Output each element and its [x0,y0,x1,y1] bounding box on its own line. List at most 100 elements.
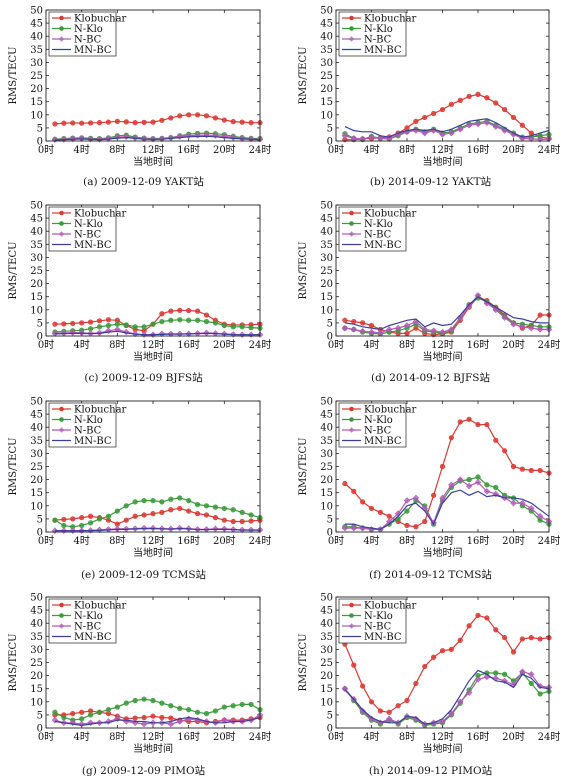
data-point-klobuchar [87,513,94,519]
y-tick-label: 15 [320,97,333,108]
y-tick-label: 10 [320,305,333,316]
data-point-n-bc [528,135,535,143]
data-point-klobuchar [351,662,357,668]
data-point-klobuchar [484,95,490,101]
series-line-mn-bc [344,295,549,331]
panel-title-f: (f) 2014-09-12 TCMS站 [369,569,492,581]
y-tick-label: 50 [30,397,43,408]
data-point-klobuchar [377,708,383,714]
y-tick-label: 25 [30,462,43,473]
data-point-n-klo [194,501,201,508]
data-point-n-klo [528,680,534,687]
x-tick-label: 4时 [363,144,379,156]
legend-label-n-bc: N-BC [364,426,392,437]
data-point-n-klo [493,670,499,676]
y-tick-label: 5 [37,710,43,721]
data-point-n-bc [536,136,544,143]
legend-label-mn-bc: MN-BC [364,436,402,447]
data-point-n-bc [386,326,393,333]
data-point-n-klo [475,474,481,480]
y-axis-label: RMS/TECU [298,437,309,495]
data-point-n-klo [168,496,174,502]
data-point-n-bc [176,718,183,725]
y-tick-label: 20 [30,279,43,290]
data-point-klobuchar [368,322,375,329]
data-point-klobuchar [439,648,446,654]
legend-marker-n-klo [59,613,64,618]
data-point-klobuchar [502,635,508,641]
data-point-klobuchar [150,119,156,125]
legend-label-n-klo: N-Klo [74,24,103,35]
data-point-n-bc [350,524,357,532]
y-tick-label: 20 [320,475,333,486]
y-tick-label: 10 [30,697,43,708]
series-line-mn-bc [344,669,550,725]
y-tick-label: 40 [30,423,43,434]
data-point-n-bc [536,513,544,520]
x-tick-label: 24时 [249,731,272,743]
data-point-n-bc [457,698,464,706]
x-axis-label: 当地时间 [133,155,173,168]
data-point-n-klo [239,509,245,515]
data-point-n-klo [168,703,174,709]
data-point-n-klo [230,703,236,709]
data-point-n-klo [141,324,147,330]
data-point-n-bc [474,292,482,299]
data-point-n-bc [528,671,535,678]
data-point-klobuchar [404,330,410,336]
data-point-n-klo [87,520,94,526]
chart-panel-3: 0 5 10 15 20 25 30 35 40 45 50 0时 4时 8时 12时 16时 20时 24时当地… [8,201,271,364]
y-tick-label: 10 [30,305,43,316]
data-point-klobuchar [466,93,472,100]
legend-marker-n-bc [58,231,65,237]
legend-label-n-bc: N-BC [74,622,102,633]
data-point-klobuchar [431,110,437,117]
data-point-n-bc [412,494,420,502]
legend-label-klobuchar: Klobuchar [74,601,127,612]
y-tick-label: 35 [320,45,333,56]
legend-marker-klobuchar [349,406,354,412]
data-point-klobuchar [212,115,219,121]
data-point-n-klo [404,508,410,514]
data-point-n-bc [465,302,473,310]
y-tick-label: 35 [30,436,43,447]
x-tick-label: 8时 [109,535,125,547]
legend-marker-n-bc [348,231,355,237]
x-tick-label: 0时 [38,144,54,156]
data-point-n-bc [87,719,94,726]
data-point-klobuchar [194,511,201,517]
data-point-n-klo [177,495,183,501]
legend-label-n-bc: N-BC [74,230,102,241]
data-point-n-klo [141,497,147,504]
chart-panel-2: 0 5 10 15 20 25 30 35 40 45 50 0时 4时 8时 12时 16时 20时 24时当地… [298,6,560,169]
legend-label-n-bc: N-BC [74,426,102,437]
data-point-n-klo [221,322,227,329]
plot-frame [335,204,550,337]
data-point-n-klo [177,317,183,323]
data-point-klobuchar [194,308,201,314]
legend-label-n-bc: N-BC [364,230,392,241]
y-tick-label: 20 [320,84,333,95]
data-point-n-klo [79,522,85,529]
legend-label-klobuchar: Klobuchar [364,405,417,416]
data-point-n-klo [159,318,165,325]
data-point-klobuchar [413,524,419,530]
data-point-klobuchar [386,513,392,519]
x-tick-label: 24时 [538,731,561,743]
y-tick-label: 45 [30,606,43,617]
data-point-klobuchar [123,119,129,125]
legend-marker-n-klo [59,417,64,422]
data-point-klobuchar [422,518,428,525]
data-point-n-bc [510,320,517,328]
x-tick-label: 0时 [328,144,344,156]
legend-label-klobuchar: Klobuchar [74,14,127,25]
data-point-klobuchar [177,505,183,512]
plot-frame [45,596,261,729]
x-tick-label: 24时 [249,339,272,351]
legend-label-n-bc: N-BC [364,622,392,633]
data-point-n-bc [474,120,482,128]
data-point-n-klo [186,497,192,504]
x-tick-label: 12时 [431,144,454,156]
series-line-klobuchar [54,114,260,125]
